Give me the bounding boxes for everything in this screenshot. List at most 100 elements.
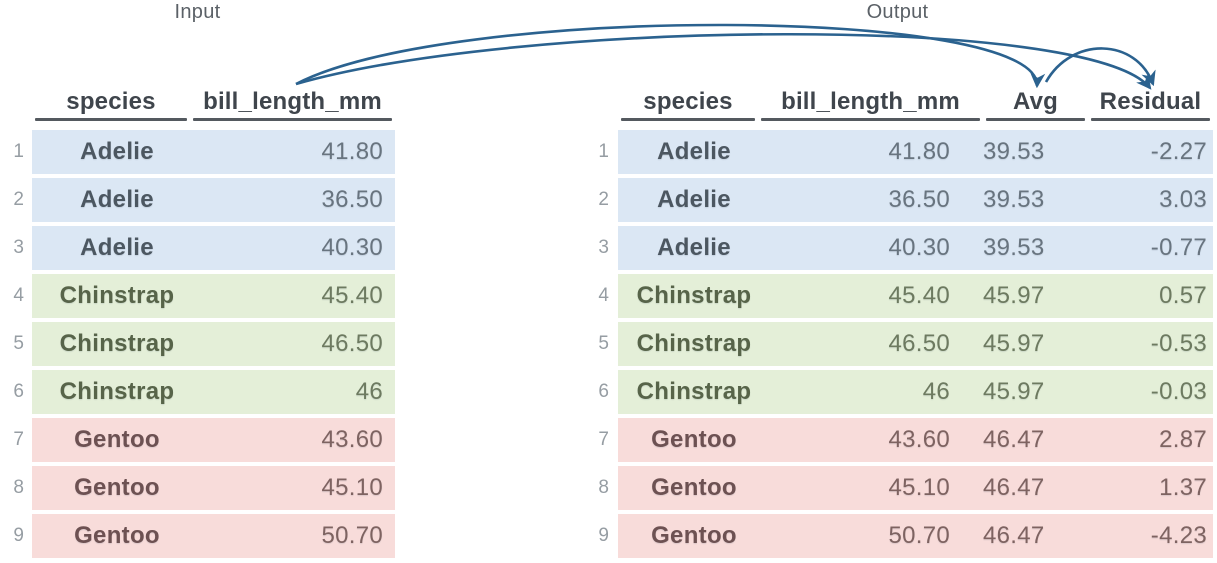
species-cell: Gentoo — [74, 426, 160, 453]
bill-length-cell: 36.50 — [321, 186, 383, 213]
table-row: 1 Adelie 41.80 39.53 -2.27 — [588, 130, 1213, 174]
residual-cell: -0.77 — [1150, 234, 1207, 261]
species-cell: Chinstrap — [636, 330, 752, 357]
table-row: 8 Gentoo 45.10 46.47 1.37 — [588, 466, 1213, 510]
bill-length-cell: 45.40 — [321, 282, 383, 309]
bill-length-cell: 40.30 — [888, 234, 950, 261]
row-index: 1 — [598, 141, 609, 162]
table-row: 4 Chinstrap 45.40 — [4, 274, 395, 318]
table-row: 5 Chinstrap 46.50 45.97 -0.53 — [588, 322, 1213, 366]
table-row: 7 Gentoo 43.60 — [4, 418, 395, 462]
table-row: 1 Adelie 41.80 — [4, 130, 395, 174]
avg-cell: 46.47 — [983, 426, 1045, 453]
output-table: species bill_length_mm Avg Residual 1 Ad… — [588, 88, 1213, 562]
species-cell: Gentoo — [651, 474, 737, 501]
row-index: 7 — [13, 429, 24, 450]
species-cell: Adelie — [657, 234, 731, 261]
table-row: 2 Adelie 36.50 39.53 3.03 — [588, 178, 1213, 222]
table-row: 9 Gentoo 50.70 — [4, 514, 395, 558]
residual-cell: 3.03 — [1159, 186, 1207, 213]
input-table-header: species bill_length_mm — [4, 88, 395, 121]
arrow-avg-to-residual — [1044, 47, 1156, 87]
table-row: 6 Chinstrap 46 45.97 -0.03 — [588, 370, 1213, 414]
arrow-bill-to-avg — [295, 23, 1046, 89]
avg-cell: 39.53 — [983, 186, 1045, 213]
input-table: species bill_length_mm 1 Adelie 41.80 2 A… — [4, 88, 395, 562]
species-cell: Adelie — [80, 138, 154, 165]
input-col-bill-length: bill_length_mm — [190, 88, 395, 121]
row-index: 5 — [13, 333, 24, 354]
index-header-spacer — [588, 88, 618, 121]
input-col-species: species — [32, 88, 190, 121]
species-cell: Adelie — [657, 138, 731, 165]
residual-cell: 0.57 — [1159, 282, 1207, 309]
row-index: 4 — [13, 285, 24, 306]
avg-cell: 39.53 — [983, 234, 1045, 261]
row-index: 8 — [13, 477, 24, 498]
bill-length-cell: 45.40 — [888, 282, 950, 309]
row-index: 6 — [13, 381, 24, 402]
row-index: 4 — [598, 285, 609, 306]
output-col-residual: Residual — [1088, 88, 1213, 121]
table-row: 2 Adelie 36.50 — [4, 178, 395, 222]
species-cell: Chinstrap — [59, 378, 175, 405]
row-index: 9 — [13, 525, 24, 546]
row-index: 9 — [598, 525, 609, 546]
species-cell: Chinstrap — [636, 282, 752, 309]
bill-length-cell: 41.80 — [321, 138, 383, 165]
row-index: 5 — [598, 333, 609, 354]
bill-length-cell: 46 — [355, 378, 383, 405]
arrow-bill-to-residual — [295, 32, 1152, 90]
bill-length-cell: 41.80 — [888, 138, 950, 165]
table-row: 3 Adelie 40.30 39.53 -0.77 — [588, 226, 1213, 270]
bill-length-cell: 50.70 — [321, 522, 383, 549]
species-cell: Chinstrap — [59, 282, 175, 309]
output-table-header: species bill_length_mm Avg Residual — [588, 88, 1213, 121]
residual-cell: 1.37 — [1159, 474, 1207, 501]
species-cell: Adelie — [657, 186, 731, 213]
row-index: 7 — [598, 429, 609, 450]
row-index: 1 — [13, 141, 24, 162]
residual-cell: -2.27 — [1150, 138, 1207, 165]
table-row: 5 Chinstrap 46.50 — [4, 322, 395, 366]
table-row: 7 Gentoo 43.60 46.47 2.87 — [588, 418, 1213, 462]
residual-cell: -0.03 — [1150, 378, 1207, 405]
avg-cell: 45.97 — [983, 378, 1045, 405]
row-index: 2 — [13, 189, 24, 210]
output-col-avg: Avg — [983, 88, 1088, 121]
species-cell: Gentoo — [651, 426, 737, 453]
species-cell: Chinstrap — [636, 378, 752, 405]
species-cell: Adelie — [80, 234, 154, 261]
bill-length-cell: 36.50 — [888, 186, 950, 213]
table-row: 9 Gentoo 50.70 46.47 -4.23 — [588, 514, 1213, 558]
index-header-spacer — [4, 88, 32, 121]
avg-cell: 45.97 — [983, 330, 1045, 357]
bill-length-cell: 43.60 — [888, 426, 950, 453]
input-title: Input — [174, 1, 221, 23]
avg-cell: 46.47 — [983, 522, 1045, 549]
table-row: 6 Chinstrap 46 — [4, 370, 395, 414]
species-cell: Gentoo — [74, 522, 160, 549]
output-col-species: species — [618, 88, 758, 121]
species-cell: Gentoo — [74, 474, 160, 501]
row-index: 3 — [598, 237, 609, 258]
species-cell: Chinstrap — [59, 330, 175, 357]
row-index: 2 — [598, 189, 609, 210]
avg-cell: 39.53 — [983, 138, 1045, 165]
bill-length-cell: 40.30 — [321, 234, 383, 261]
bill-length-cell: 45.10 — [321, 474, 383, 501]
species-cell: Gentoo — [651, 522, 737, 549]
row-index: 6 — [598, 381, 609, 402]
bill-length-cell: 45.10 — [888, 474, 950, 501]
avg-cell: 46.47 — [983, 474, 1045, 501]
table-row: 3 Adelie 40.30 — [4, 226, 395, 270]
table-row: 8 Gentoo 45.10 — [4, 466, 395, 510]
bill-length-cell: 46.50 — [888, 330, 950, 357]
output-col-bill-length: bill_length_mm — [758, 88, 983, 121]
residual-cell: -0.53 — [1150, 330, 1207, 357]
table-row: 4 Chinstrap 45.40 45.97 0.57 — [588, 274, 1213, 318]
bill-length-cell: 46.50 — [321, 330, 383, 357]
residual-cell: 2.87 — [1159, 426, 1207, 453]
species-cell: Adelie — [80, 186, 154, 213]
